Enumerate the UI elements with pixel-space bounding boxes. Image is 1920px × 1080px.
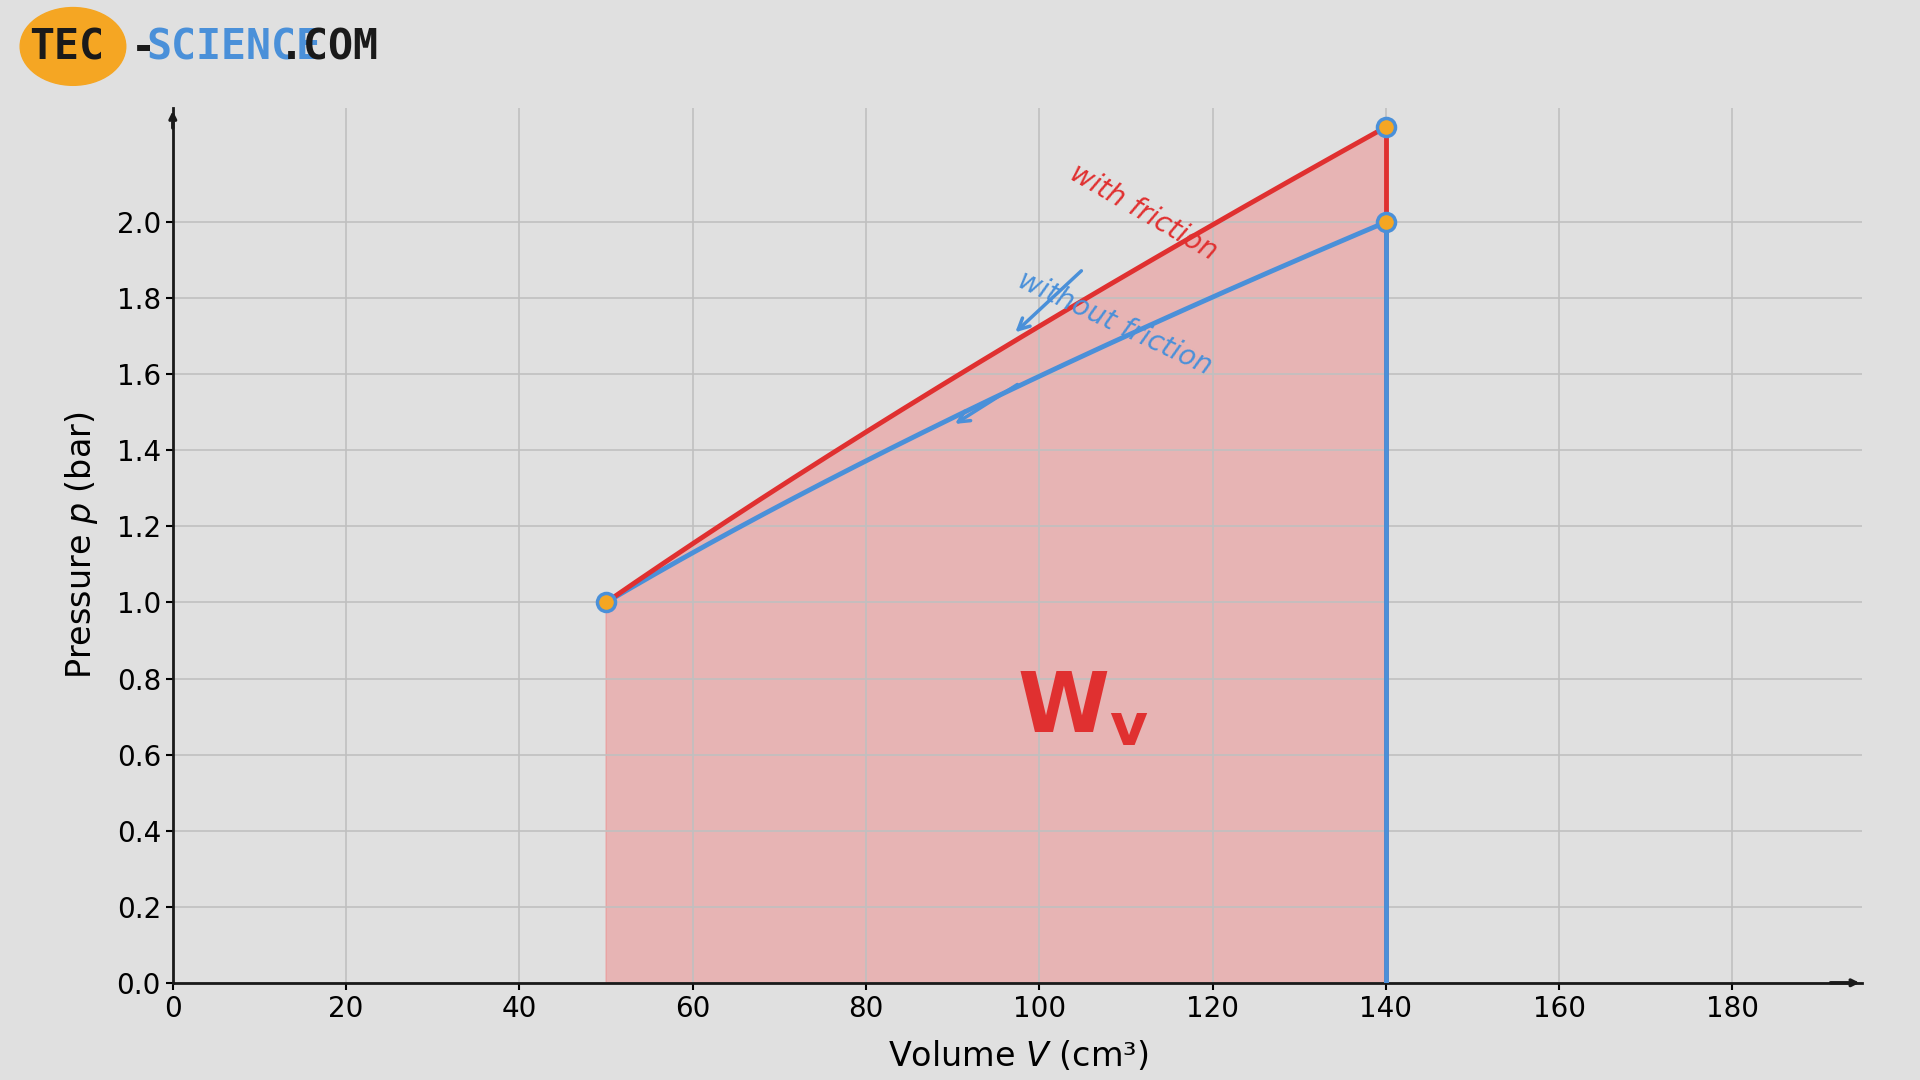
Polygon shape (607, 127, 1386, 983)
Text: $\mathbf{W_v}$: $\mathbf{W_v}$ (1016, 669, 1148, 750)
Text: .COM: .COM (278, 27, 378, 69)
Text: SCIENCE: SCIENCE (146, 27, 321, 69)
Text: without friction: without friction (958, 266, 1215, 422)
Text: with friction: with friction (1018, 159, 1223, 329)
X-axis label: Volume $V$ (cm³): Volume $V$ (cm³) (887, 1039, 1148, 1074)
Y-axis label: Pressure $p$ (bar): Pressure $p$ (bar) (63, 411, 100, 679)
Text: TEC: TEC (29, 27, 104, 69)
Text: -: - (131, 27, 156, 69)
